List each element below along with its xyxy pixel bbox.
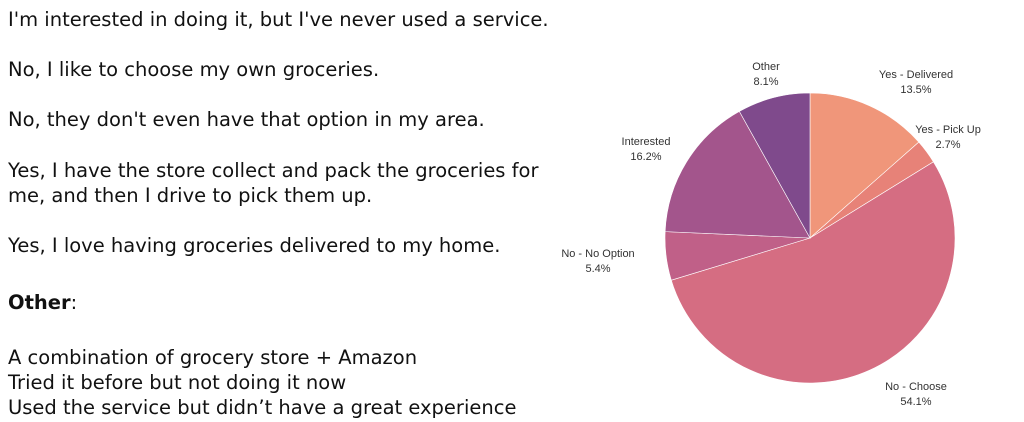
slice-label-interested: Interested (622, 136, 671, 148)
answer-no-option: No, they don't even have that option in … (8, 108, 485, 131)
other-heading: Other: (8, 290, 77, 315)
other-heading-text: Other (8, 291, 71, 314)
pie-slice-yes-delivered (809, 92, 920, 239)
slice-value-no-choose: 54.1% (900, 396, 931, 408)
slice-label-other: Other (752, 61, 780, 73)
answer-no-choose: No, I like to choose my own groceries. (8, 58, 380, 81)
answer-interested: I'm interested in doing it, but I've nev… (8, 8, 549, 31)
pie-slice-no-choose (670, 161, 956, 384)
other-line-2: Tried it before but not doing it now (8, 371, 347, 394)
slice-label-no-choose: No - Choose (885, 381, 947, 393)
slice-label-yes-pick-up: Yes - Pick Up (915, 124, 981, 136)
slice-value-no-no-option: 5.4% (585, 263, 610, 275)
slice-label-yes-delivered: Yes - Delivered (879, 69, 953, 81)
slice-value-other: 8.1% (753, 76, 778, 88)
answer-delivered: Yes, I love having groceries delivered t… (8, 234, 501, 257)
other-line-3: Used the service but didn’t have a great… (8, 396, 517, 419)
slice-value-yes-pick-up: 2.7% (935, 139, 960, 151)
other-line-1: A combination of grocery store + Amazon (8, 346, 418, 369)
pie-slice-other (738, 92, 811, 240)
slice-label-no-no-option: No - No Option (561, 248, 634, 260)
answer-pick-up-line-2: me, and then I drive to pick them up. (8, 184, 373, 207)
answer-pick-up-line-1: Yes, I have the store collect and pack t… (8, 159, 539, 182)
other-heading-colon: : (70, 291, 78, 314)
slice-value-interested: 16.2% (630, 151, 661, 163)
pie-chart: Yes - Delivered 13.5% Yes - Pick Up 2.7% No … (561, 61, 981, 408)
pie-slice-interested (664, 110, 811, 239)
slice-value-yes-delivered: 13.5% (900, 84, 931, 96)
